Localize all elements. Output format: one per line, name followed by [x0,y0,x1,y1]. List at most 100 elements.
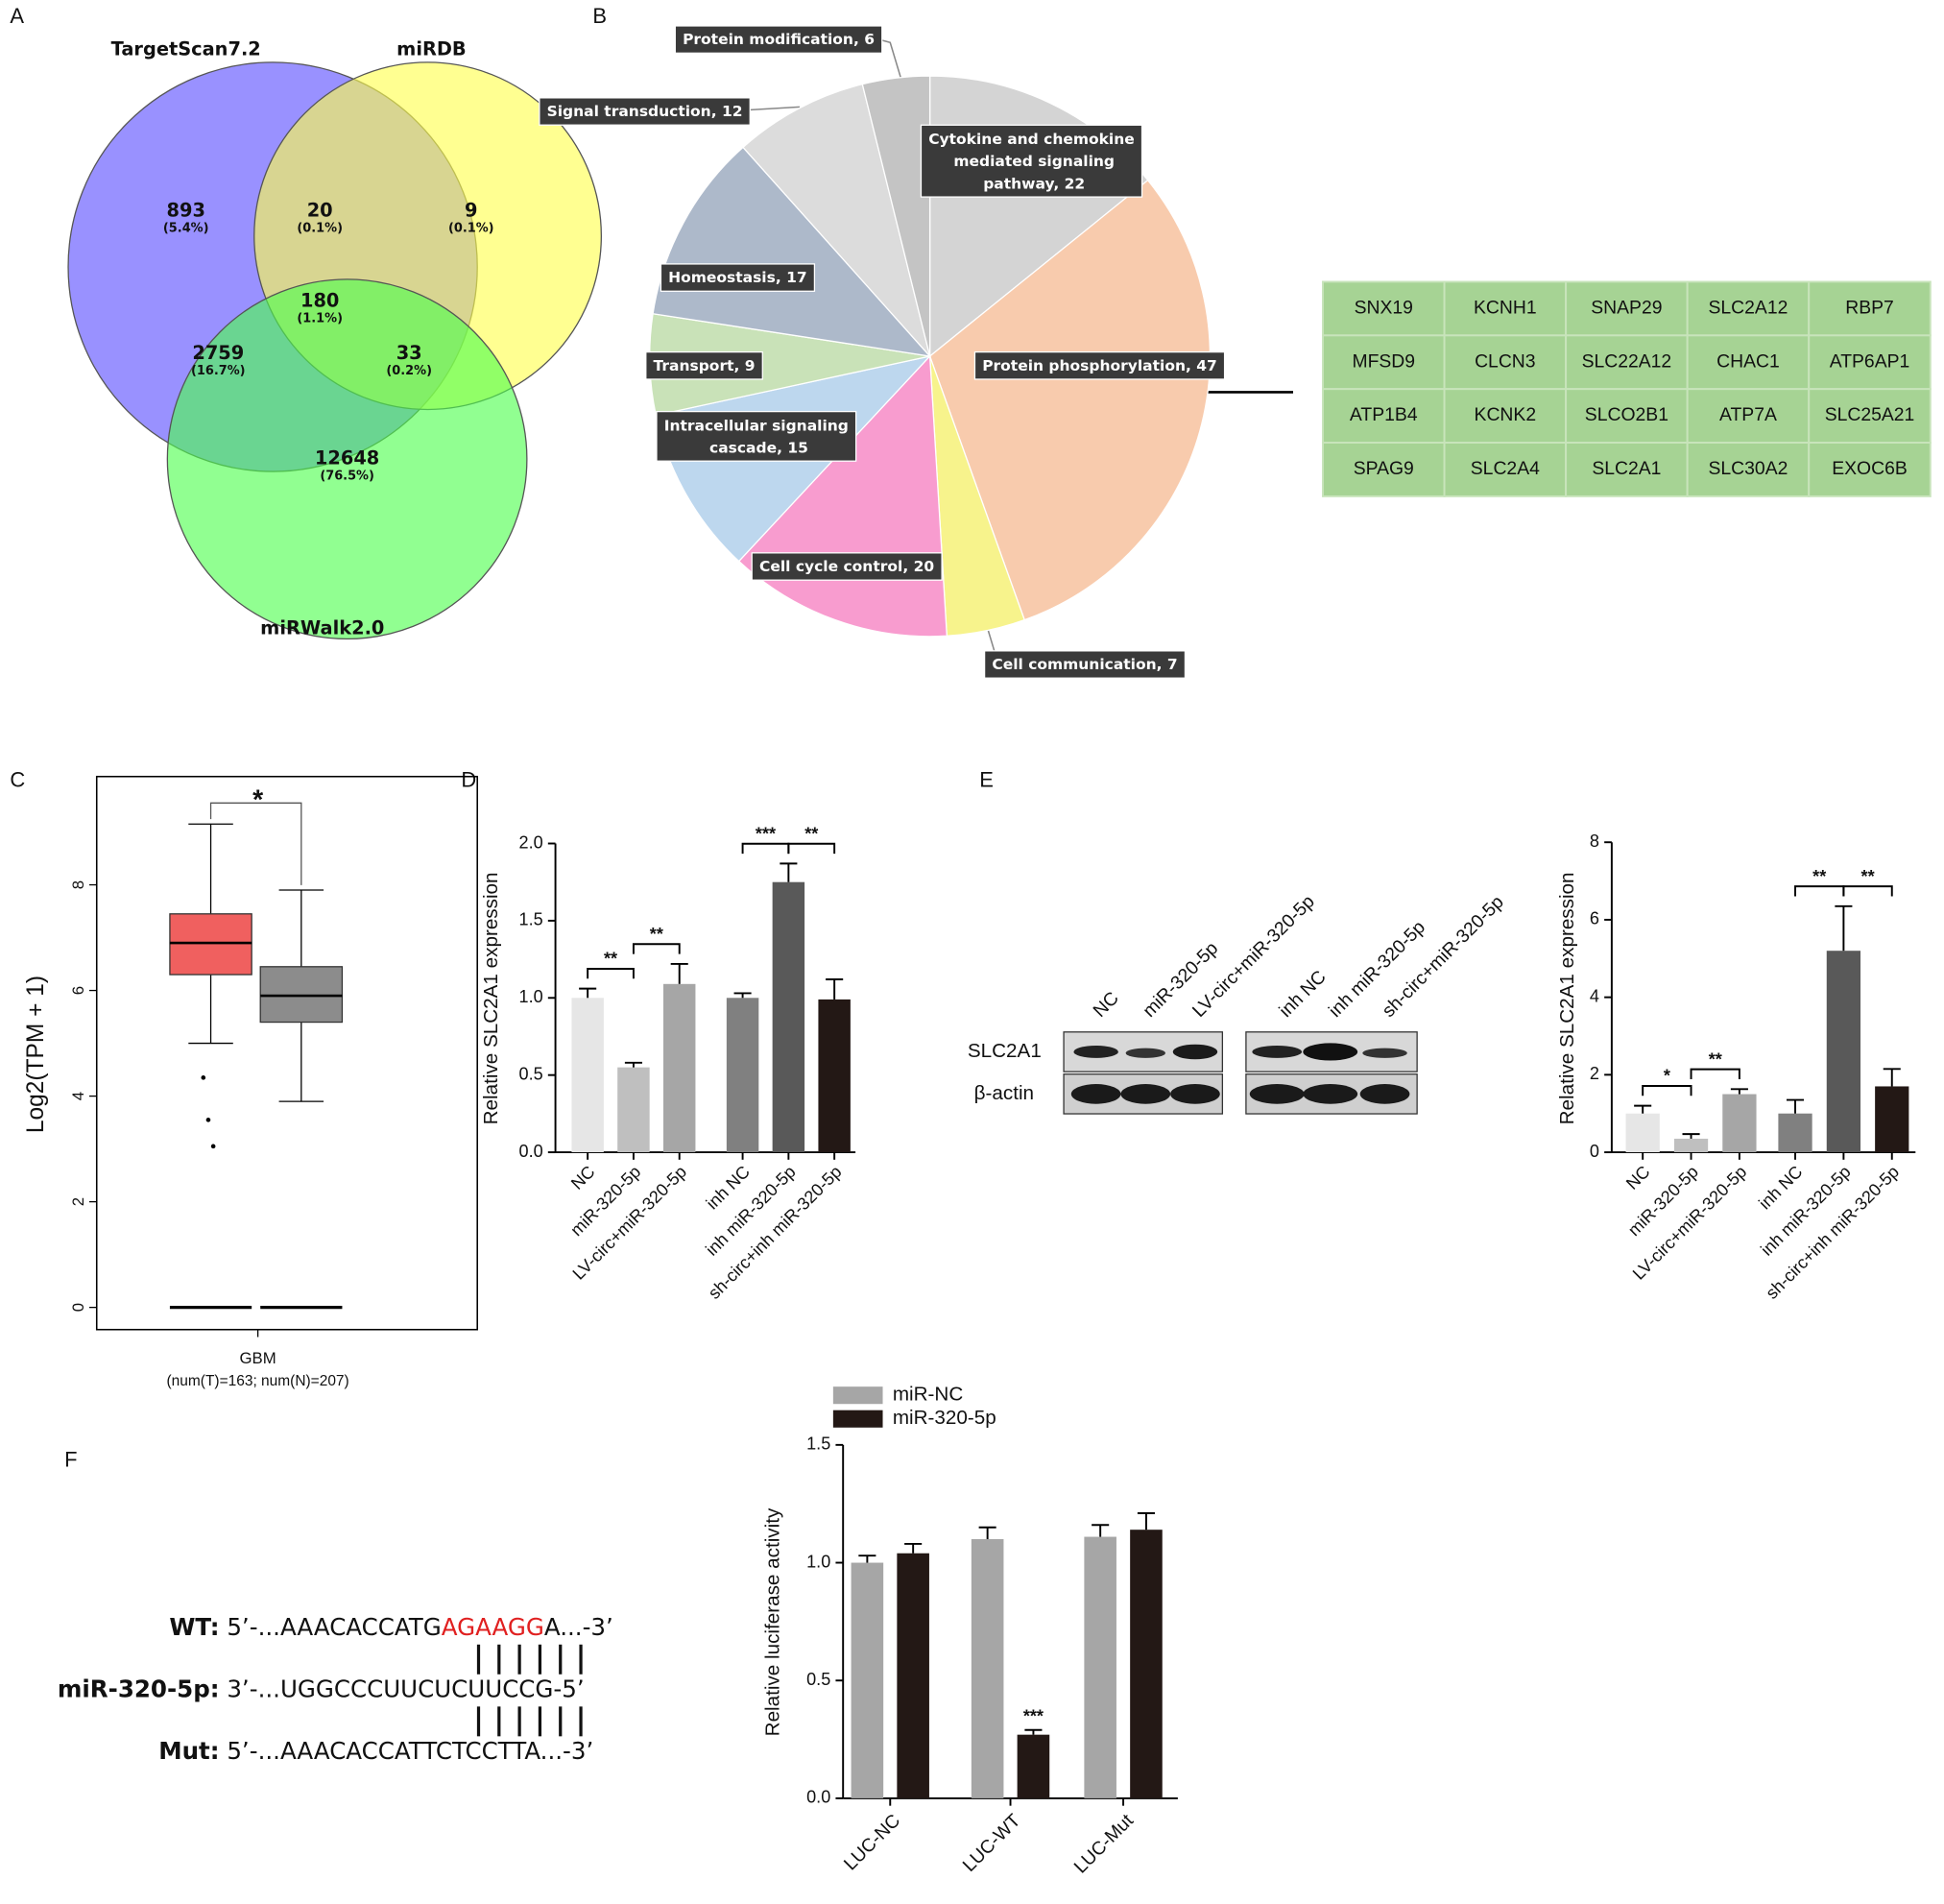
bar [1084,1536,1116,1798]
bar [617,1067,650,1153]
y-tick-label: 8 [69,880,87,889]
pie-label: Protein modification, 6 [683,31,875,48]
seq-label: Mut: [158,1737,219,1765]
pie-label-box [983,650,1187,679]
bar [1130,1530,1163,1798]
y-axis-label: Relative SLC2A1 expression [1556,872,1578,1124]
venn-percent: (0.1%) [448,221,494,235]
bar [851,1562,884,1798]
pie-label-box [645,350,763,380]
x-axis-sublabel: (num(T)=163; num(N)=207) [167,1373,349,1389]
y-tick-label: 0.5 [519,1064,543,1083]
table-cell-text: ATP1B4 [1350,404,1418,425]
significance-label: * [1664,1067,1671,1086]
venn-set-label: miRDB [396,37,467,60]
base-pairs [476,1644,583,1737]
pie-slice [652,146,932,357]
y-tick-label: 8 [1590,831,1599,851]
legend-swatch [832,1386,883,1405]
pie-label: Signal transduction, 12 [547,103,743,120]
venn-count: 12648 [315,447,379,470]
pie-label-box [656,410,857,462]
bar [1826,951,1861,1153]
table-cell-text: SLC25A21 [1825,404,1915,425]
panel-label: B [592,4,607,28]
y-tick-label: 4 [1590,986,1599,1005]
seq-label: WT: [169,1613,219,1641]
pie-label-box [660,263,816,292]
y-axis-label: Relative luciferase activity [761,1507,783,1736]
table-cell [1322,442,1446,497]
significance-bracket [632,943,681,954]
y-tick-label: 0.5 [806,1670,830,1689]
pie-label: Protein phosphorylation, 47 [982,357,1217,374]
table-cell-text: SLC2A4 [1471,458,1540,479]
blot-row-label: β-actin [974,1082,1034,1104]
outlier [210,1144,216,1149]
bar [571,998,604,1153]
table-cell-text: SLC30A2 [1709,458,1788,479]
table-cell-text: CLCN3 [1475,350,1535,372]
box [169,913,252,976]
table-cell-text: ATP7A [1719,404,1777,425]
y-tick-label: 0.0 [519,1142,543,1161]
table-cell-text: MFSD9 [1352,350,1415,372]
seq-mir: 3’-...UGGCCCUUCUCUUCCG-5’ [227,1675,584,1703]
pie-label: Homeostasis, 17 [668,269,807,286]
pie-slice [928,179,1212,621]
pie-label: Cell communication, 7 [992,656,1177,673]
significance-bracket [741,842,790,855]
y-tick-label: 4 [69,1092,87,1100]
annotation: *** [1023,1707,1044,1726]
y-tick-label: 1.5 [519,910,543,929]
pie-slice [742,83,931,357]
seq-label: miR-320-5p: [58,1675,220,1703]
legend-label: miR-NC [893,1384,964,1406]
table-cell [1565,442,1689,497]
y-tick-label: 2 [69,1197,87,1206]
x-tick-label: NC [1622,1162,1654,1193]
significance-label: ** [650,925,664,944]
significance-label: ** [604,950,618,969]
y-tick-label: 6 [1590,909,1599,928]
y-axis-label: Log2(TPM + 1) [23,976,49,1133]
pie-label: Cell cycle control, 20 [759,558,934,575]
table-cell [1808,280,1932,337]
seq-mut: 5’-...AAACACCATTCTCCTTA...-3’ [227,1737,593,1765]
table-cell-text: EXOC6B [1832,458,1908,479]
significance-bracket [587,968,635,979]
table-cell [1686,334,1811,391]
significance-label: * [252,785,264,816]
table-cell-text: SLC2A12 [1709,298,1788,319]
venn-set-label: TargetScan7.2 [111,37,261,60]
panel-label: D [461,768,476,792]
table-cell [1808,334,1932,391]
significance-label: ** [1861,867,1876,886]
bar [1017,1734,1050,1798]
pie-label: Transport, 9 [654,357,756,374]
panel-label: C [10,768,25,792]
pie-label: Intracellular signaling cascade, 15 [664,417,849,456]
pie-label-box [539,97,751,126]
pie-label-box [674,25,883,54]
table-cell [1565,334,1689,391]
significance-label: ** [804,824,819,843]
x-tick-label: LUC-WT [959,1810,1025,1876]
y-axis-label: Relative SLC2A1 expression [480,872,502,1124]
table-cell-text: KCNK2 [1475,404,1537,425]
legend-label: miR-320-5p [893,1407,996,1429]
venn-count: 33 [396,342,422,364]
blot-lane-label: NC [1090,988,1123,1022]
significance-bracket [787,842,836,855]
venn-percent: (0.1%) [297,221,343,235]
bar [1673,1138,1709,1153]
pie-label-box [751,552,943,581]
table-cell-text: SPAG9 [1354,458,1414,479]
y-tick-label: 2 [1590,1064,1599,1083]
seq-wt: 5’-...AAACACCATGAGAAGGA...-3’ [227,1613,613,1641]
table-cell-text: RBP7 [1845,298,1894,319]
table-cell-text: SLCO2B1 [1585,404,1668,425]
table-cell [1322,280,1446,337]
table-cell-text: SNX19 [1355,298,1413,319]
